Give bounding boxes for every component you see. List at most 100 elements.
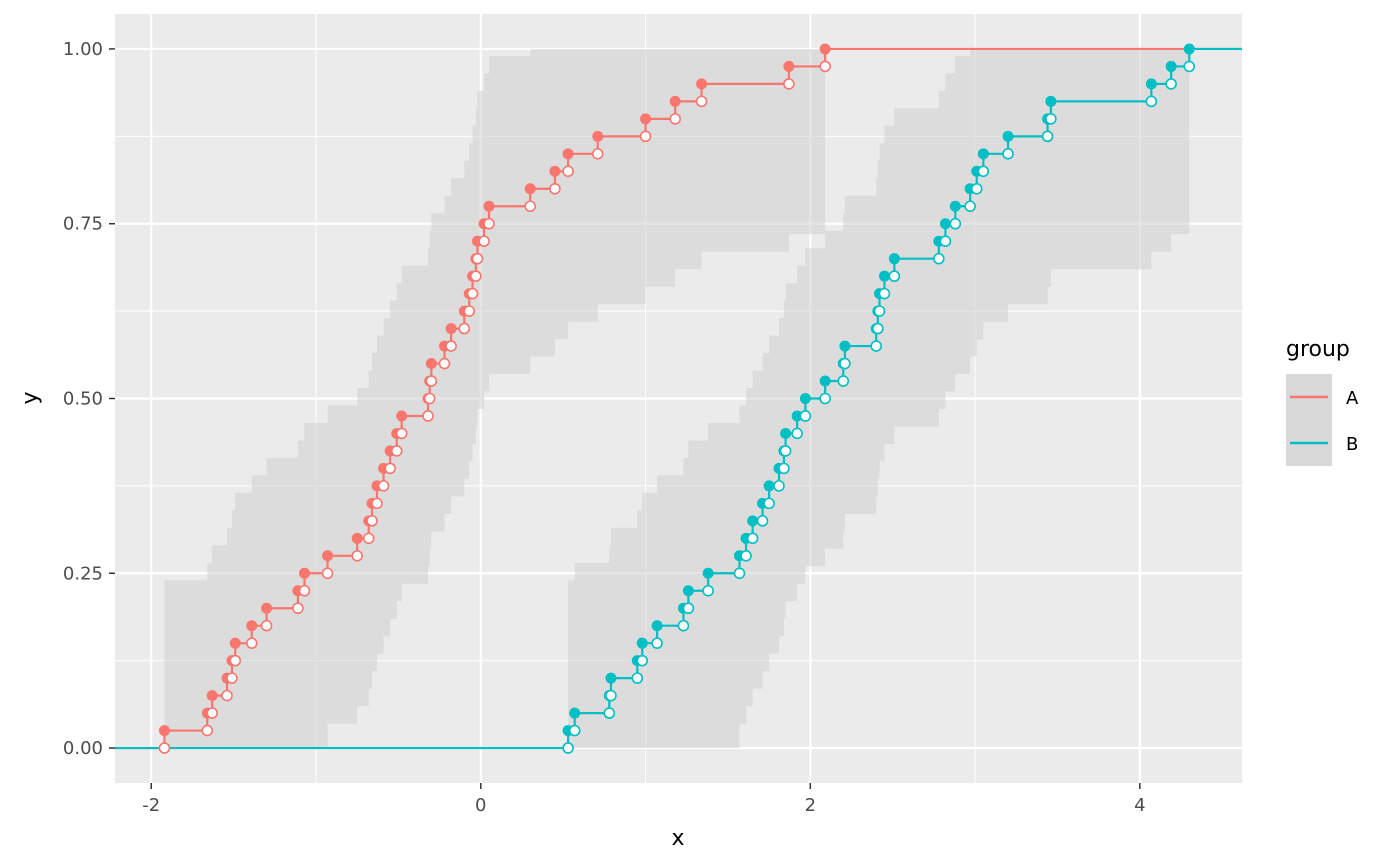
ecdf-open-point [636, 654, 649, 667]
ecdf-open-point [1002, 148, 1014, 160]
ecdf-point [158, 725, 170, 737]
ecdf-point [1002, 130, 1014, 142]
x-tick-label: 0 [475, 795, 486, 816]
ecdf-point [791, 410, 803, 422]
ecdf-point [939, 218, 951, 230]
ecdf-point [682, 585, 694, 597]
ecdf-open-point [977, 165, 990, 178]
ecdf-point [1045, 95, 1057, 107]
ecdf-open-point [1183, 60, 1196, 73]
ecdf-open-point [362, 532, 375, 545]
ecdf-point [425, 358, 437, 370]
ecdf-open-point [756, 515, 769, 527]
ecdf-point [246, 620, 258, 632]
ecdf-open-point [478, 235, 490, 248]
ecdf-open-point [746, 532, 759, 545]
ecdf-point [799, 393, 811, 404]
ecdf-open-point [425, 375, 438, 387]
ecdf-point [636, 637, 648, 649]
ecdf-open-point [201, 724, 214, 737]
ecdf-point [351, 532, 363, 544]
ecdf-point [261, 602, 273, 614]
x-tick-label: 2 [805, 795, 816, 816]
ecdf-open-point [878, 287, 891, 300]
ecdf-open-point [651, 637, 663, 649]
ecdf-open-point [837, 375, 850, 387]
legend-key-background [1286, 374, 1332, 466]
ecdf-point [888, 253, 900, 265]
ecdf-point [562, 148, 574, 160]
ecdf-open-point [438, 357, 451, 370]
ecdf-open-point [873, 305, 886, 317]
y-tick-label: 0.50 [63, 389, 103, 410]
ecdf-open-point [321, 567, 334, 580]
ecdf-open-point [779, 445, 792, 457]
ecdf-open-point [819, 60, 831, 73]
ecdf-point [783, 60, 795, 72]
ecdf-open-point [445, 340, 457, 352]
ecdf-open-point [1045, 113, 1057, 125]
ecdf-point [819, 375, 831, 387]
ecdf-point [592, 130, 604, 142]
y-axis-title: y [18, 391, 43, 404]
ecdf-open-point [733, 567, 746, 580]
ecdf-open-point [384, 462, 396, 475]
ecdf-open-point [839, 357, 851, 370]
y-tick-label: 0.25 [63, 563, 103, 584]
ecdf-point [322, 550, 334, 562]
ecdf-point [696, 78, 708, 90]
ecdf-point [702, 567, 714, 579]
ecdf-open-point [939, 235, 952, 248]
ecdf-open-point [422, 410, 434, 422]
ecdf-open-point [791, 427, 803, 440]
ecdf-open-point [158, 742, 171, 754]
ecdf-open-point [702, 584, 714, 597]
ecdf-point [206, 690, 218, 702]
ecdf-point [780, 427, 792, 439]
ecdf-open-point [395, 427, 408, 440]
ecdf-open-point [245, 637, 258, 649]
ecdf-point [651, 620, 663, 632]
ecdf-open-point [933, 252, 945, 265]
ecdf-open-point [226, 672, 238, 684]
ecdf-point [1165, 60, 1177, 72]
ecdf-point [763, 480, 775, 492]
ecdf-open-point [221, 689, 233, 702]
ecdf-open-point [949, 217, 962, 230]
legend-label-b: B [1346, 434, 1358, 455]
y-axis: 0.00 0.25 0.50 0.75 1.00 [63, 39, 115, 759]
ecdf-open-point [423, 392, 436, 405]
ecdf-open-point [371, 497, 383, 510]
y-tick-label: 0.75 [63, 214, 103, 235]
ecdf-open-point [463, 305, 476, 317]
ecdf-point [445, 323, 457, 335]
ecdf-open-point [206, 707, 219, 719]
ecdf-open-point [483, 217, 495, 230]
ecdf-point [1145, 78, 1157, 90]
ecdf-open-point [799, 410, 812, 422]
ecdf-open-point [366, 515, 378, 527]
y-tick-label: 1.00 [63, 39, 103, 60]
x-axis-title: x [671, 826, 684, 851]
ecdf-open-point [870, 340, 883, 352]
ecdf-open-point [549, 182, 561, 195]
ecdf-open-point [562, 742, 574, 754]
ecdf-open-point [888, 270, 901, 282]
ecdf-open-point [298, 584, 311, 597]
ecdf-point [483, 200, 495, 212]
ecdf-open-point [292, 602, 304, 615]
ecdf-open-point [466, 287, 479, 300]
ecdf-open-point [763, 497, 775, 510]
ecdf-open-point [229, 654, 242, 667]
ecdf-open-point [591, 148, 604, 160]
x-tick-label: -2 [142, 795, 160, 816]
ecdf-open-point [351, 549, 364, 562]
ecdf-open-point [603, 707, 616, 719]
ecdf-point [1183, 43, 1195, 55]
ecdf-open-point [783, 78, 795, 90]
ecdf-point [229, 637, 241, 649]
ecdf-open-point [1165, 78, 1177, 90]
ecdf-open-point [682, 602, 695, 615]
ecdf-open-point [970, 182, 983, 195]
